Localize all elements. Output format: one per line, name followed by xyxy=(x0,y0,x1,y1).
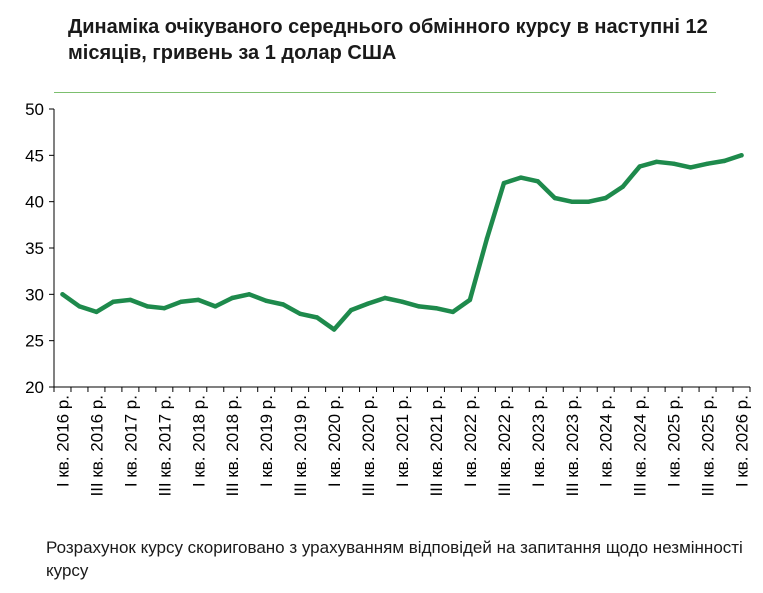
x-tick-label: I кв. 2018 р. xyxy=(189,395,208,487)
data-point xyxy=(281,302,286,307)
data-point xyxy=(365,301,371,306)
data-point xyxy=(569,199,574,204)
data-point xyxy=(162,306,167,311)
x-tick-label: I кв. 2020 р. xyxy=(325,395,344,487)
data-point xyxy=(297,311,303,316)
x-tick-label: I кв. 2024 р. xyxy=(597,395,616,487)
x-tick-label: III кв. 2021 р. xyxy=(427,395,446,497)
x-tick-label: III кв. 2016 р. xyxy=(87,395,106,497)
data-point xyxy=(399,299,405,304)
data-point xyxy=(433,306,439,311)
data-point xyxy=(94,309,99,315)
y-tick-label: 30 xyxy=(25,285,44,304)
data-point xyxy=(739,153,744,158)
data-point xyxy=(247,292,252,297)
data-point xyxy=(535,179,540,184)
data-point xyxy=(213,304,218,309)
x-tick-label: I кв. 2023 р. xyxy=(529,395,548,487)
data-point xyxy=(196,297,201,303)
data-point xyxy=(501,180,507,186)
data-point xyxy=(603,195,608,201)
x-tick-label: I кв. 2021 р. xyxy=(393,395,412,487)
y-tick-label: 25 xyxy=(25,332,44,351)
title-divider xyxy=(54,92,716,93)
data-point xyxy=(128,297,133,303)
data-point xyxy=(264,298,269,303)
x-tick-label: I кв. 2017 р. xyxy=(121,395,140,487)
data-point xyxy=(705,161,710,166)
data-point xyxy=(179,299,184,304)
data-point xyxy=(382,295,388,301)
y-tick-label: 20 xyxy=(25,378,44,397)
data-point xyxy=(518,175,523,180)
x-tick-label: III кв. 2025 р. xyxy=(699,395,718,497)
y-tick-label: 40 xyxy=(25,193,44,212)
x-tick-label: III кв. 2023 р. xyxy=(563,395,582,497)
data-point xyxy=(348,307,354,313)
data-point xyxy=(722,158,727,164)
data-point xyxy=(552,195,557,201)
data-point xyxy=(230,295,235,301)
x-tick-label: I кв. 2025 р. xyxy=(665,395,684,487)
data-point xyxy=(331,327,337,332)
x-tick-label: I кв. 2016 р. xyxy=(53,395,72,487)
data-point xyxy=(586,199,591,204)
data-point xyxy=(314,315,320,320)
data-point xyxy=(60,292,65,297)
data-point xyxy=(484,236,490,241)
chart-footnote: Розрахунок курсу скориговано з урахуванн… xyxy=(46,538,743,580)
x-tick-label: I кв. 2019 р. xyxy=(257,395,276,487)
data-point xyxy=(671,161,676,166)
data-point xyxy=(637,164,642,169)
y-tick-label: 35 xyxy=(25,239,44,258)
data-point xyxy=(688,165,693,170)
data-point xyxy=(654,159,659,164)
x-tick-label: III кв. 2022 р. xyxy=(495,395,514,497)
y-tick-label: 45 xyxy=(25,146,44,165)
data-point xyxy=(77,304,82,309)
data-point xyxy=(111,299,116,304)
data-point xyxy=(416,304,422,309)
x-tick-label: III кв. 2024 р. xyxy=(631,395,650,497)
y-tick-label: 50 xyxy=(25,100,44,119)
x-tick-label: I кв. 2026 р. xyxy=(733,395,752,487)
x-tick-label: I кв. 2022 р. xyxy=(461,395,480,487)
x-tick-label: III кв. 2017 р. xyxy=(155,395,174,497)
data-point xyxy=(620,184,625,189)
chart-title: Динаміка очікуваного середнього обмінног… xyxy=(68,16,708,64)
data-point xyxy=(145,304,150,309)
x-tick-label: III кв. 2018 р. xyxy=(223,395,242,497)
x-tick-label: III кв. 2019 р. xyxy=(291,395,310,497)
data-point xyxy=(450,309,456,315)
data-point xyxy=(467,297,473,303)
x-tick-label: III кв. 2020 р. xyxy=(359,395,378,497)
